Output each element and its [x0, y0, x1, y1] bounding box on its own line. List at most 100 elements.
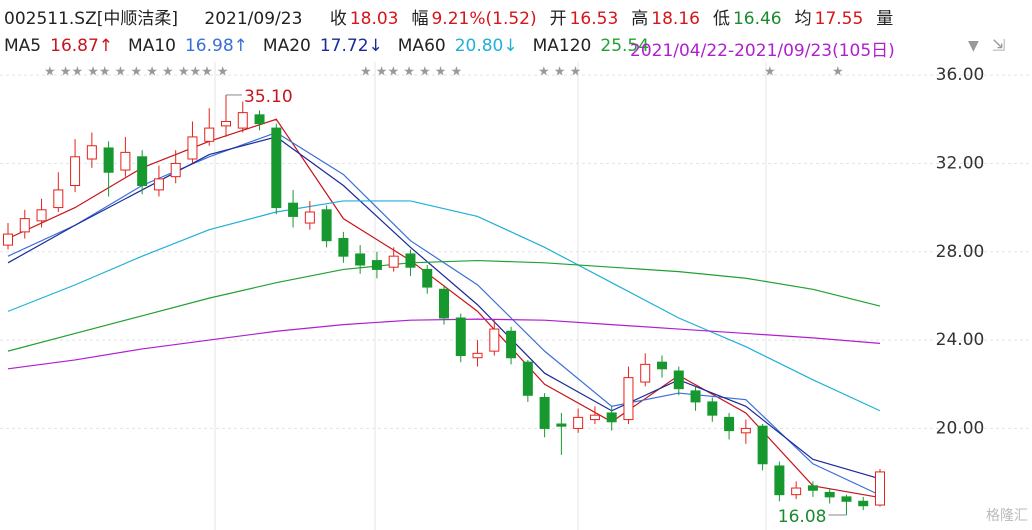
candle: [170, 150, 181, 184]
legend-value: 17.72↓: [319, 36, 383, 56]
candle: [103, 141, 114, 197]
candle: [539, 393, 550, 438]
candle-body: [237, 112, 248, 129]
candle: [841, 494, 852, 515]
field-label: 均: [794, 9, 812, 29]
candle-body: [774, 465, 785, 496]
candle: [288, 189, 299, 228]
ma-line: [7, 200, 881, 412]
candle: [405, 249, 416, 277]
ma-line: [7, 136, 881, 480]
candle: [204, 108, 215, 146]
candle-body: [556, 423, 567, 427]
svg-text:★: ★: [764, 65, 776, 80]
candle-body: [405, 253, 416, 268]
dividers: [214, 62, 767, 530]
candle: [472, 340, 483, 367]
y-tick-label: 24.00: [936, 330, 985, 350]
legend-name: MA120: [532, 36, 592, 56]
field-label: 幅: [411, 9, 429, 29]
candle: [807, 481, 818, 497]
candle: [740, 419, 751, 444]
dropdown-icon[interactable]: ▼: [968, 38, 979, 54]
candle-body: [338, 238, 349, 257]
candle: [271, 123, 282, 215]
candle-body: [657, 361, 667, 370]
y-tick-label: 20.00: [936, 418, 985, 438]
svg-text:★ ★ ★: ★ ★ ★: [538, 65, 581, 80]
annotation-label: 35.10: [244, 87, 293, 107]
candle-body: [70, 156, 81, 187]
candle: [858, 496, 869, 511]
svg-text:★ ★★ ★★ ★ ★ ★ ★ ★★★ ★: ★ ★★ ★★ ★ ★ ★ ★ ★★★ ★: [44, 65, 229, 80]
candle: [707, 397, 718, 422]
candle: [875, 469, 885, 507]
field-label: 量: [876, 9, 894, 29]
field-label: 低: [712, 9, 730, 29]
range-label: 2021/04/22-2021/09/23(105日): [630, 41, 895, 61]
candle-body: [807, 485, 818, 491]
candle: [657, 355, 667, 378]
candle-body: [355, 253, 366, 266]
candle: [791, 481, 802, 500]
candle-body: [472, 352, 483, 359]
ma-line: [7, 259, 881, 352]
candle: [422, 265, 433, 294]
candle-body: [573, 416, 584, 429]
candle: [120, 136, 131, 177]
event-stars: ★ ★★ ★★ ★ ★ ★ ★ ★★★ ★ ★ ★★ ★ ★ ★ ★ ★ ★ ★…: [44, 65, 844, 80]
field-value: 18.03: [349, 9, 399, 29]
candle-body: [623, 377, 634, 421]
candle-body: [757, 425, 768, 465]
field-label: 高: [631, 9, 649, 29]
candle: [355, 245, 366, 274]
legend-value: 16.87↑: [50, 36, 114, 56]
candle-body: [36, 209, 47, 222]
candle-body: [271, 127, 282, 209]
quote-header: 002511.SZ[中顺洁柔] 2021/09/23 收 18.03 幅 9.21%(…: [4, 4, 896, 29]
candle: [36, 198, 47, 228]
legend-name: MA60: [397, 36, 446, 56]
svg-text:★ ★★ ★ ★ ★ ★: ★ ★★ ★ ★ ★ ★: [360, 65, 462, 80]
candle-body: [455, 317, 466, 357]
candle-body: [858, 500, 869, 507]
candle: [489, 320, 500, 356]
candle: [690, 386, 701, 411]
legend-value: 25.54: [600, 36, 650, 56]
legend-name: MA20: [262, 36, 311, 56]
candle-body: [707, 401, 718, 416]
candle: [640, 353, 651, 387]
candle-body: [522, 361, 533, 396]
candle-body: [137, 156, 148, 187]
svg-text:★: ★: [832, 65, 844, 80]
candle-body: [539, 397, 550, 429]
candle-body: [388, 255, 399, 268]
candle: [187, 121, 198, 164]
candle: [254, 110, 265, 131]
candle: [506, 326, 517, 365]
candle-body: [103, 147, 114, 173]
export-icon[interactable]: ⇲: [992, 36, 1005, 55]
candle-body: [791, 487, 802, 496]
candle-body: [640, 363, 651, 383]
legend-value: 20.80↓: [454, 36, 518, 56]
candle-body: [120, 151, 131, 171]
candle-body: [288, 202, 299, 217]
candle-body: [606, 412, 617, 423]
candle: [19, 209, 30, 239]
candle-body: [371, 260, 382, 270]
candle: [371, 251, 382, 279]
candle-body: [489, 328, 500, 352]
candle: [824, 488, 835, 504]
candle: [338, 231, 349, 263]
ma-line: [7, 318, 881, 370]
field-value: 18.16: [651, 9, 700, 29]
candle-body: [19, 218, 30, 233]
candle: [237, 101, 248, 133]
candle: [623, 366, 634, 424]
candle-body: [506, 330, 517, 359]
y-tick-label: 32.00: [936, 153, 985, 173]
candle-body: [690, 390, 701, 403]
candle: [774, 461, 785, 502]
